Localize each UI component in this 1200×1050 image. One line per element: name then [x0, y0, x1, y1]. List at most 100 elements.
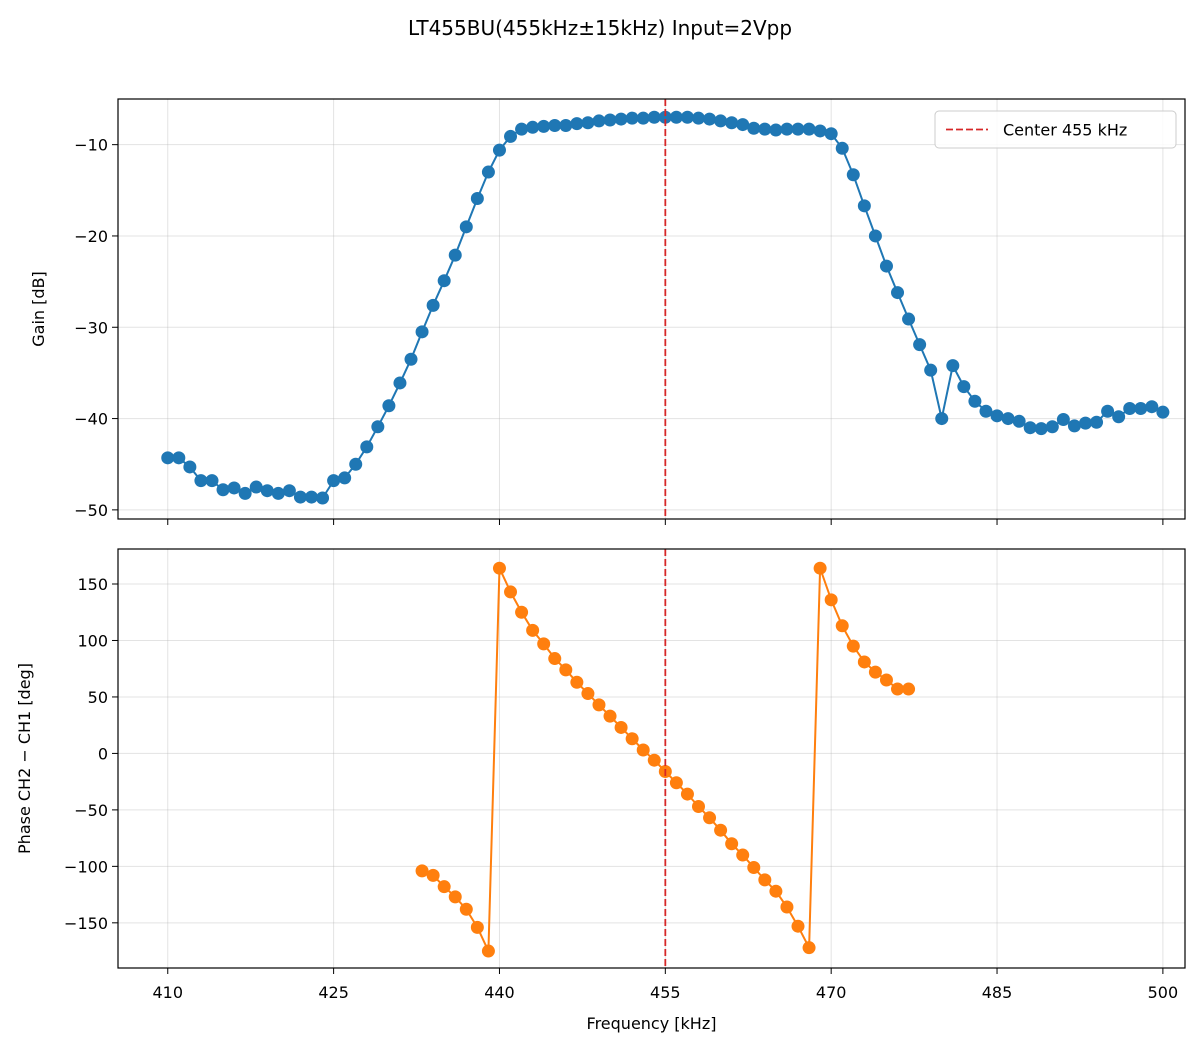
x-tick-label: 455	[650, 983, 681, 1002]
data-point	[304, 490, 318, 504]
data-point	[437, 274, 451, 288]
data-point	[769, 884, 783, 898]
data-point	[835, 619, 849, 633]
data-point	[1056, 412, 1070, 426]
x-tick-label: 470	[816, 983, 847, 1002]
axes-frame	[117, 548, 1186, 969]
x-tick-label: 425	[318, 983, 349, 1002]
data-point	[780, 122, 794, 136]
data-point	[316, 491, 330, 505]
y-tick-label: 50	[88, 688, 108, 707]
data-point	[1134, 402, 1148, 416]
data-point	[570, 117, 584, 131]
plot-area	[161, 110, 1170, 505]
data-point	[592, 114, 606, 128]
data-point	[481, 944, 495, 958]
data-point	[680, 787, 694, 801]
data-point	[537, 119, 551, 133]
y-tick-label: 150	[77, 575, 108, 594]
data-point	[492, 561, 506, 575]
data-point	[1001, 412, 1015, 426]
data-point	[349, 457, 363, 471]
data-point	[725, 837, 739, 851]
phase-chart: 410 425 440 455 470 485 500 −150 −100 −50 0 50 100 15…	[15, 548, 1186, 1033]
data-point	[504, 129, 518, 143]
data-point	[393, 376, 407, 390]
y-axis-label: Gain [dB]	[29, 271, 48, 347]
data-point	[658, 110, 672, 124]
data-point	[791, 919, 805, 933]
data-point	[172, 451, 186, 465]
data-point	[448, 890, 462, 904]
data-point	[1090, 415, 1104, 429]
data-point	[680, 110, 694, 124]
data-point	[1156, 405, 1170, 419]
data-point	[1101, 404, 1115, 418]
data-point	[802, 941, 816, 955]
data-point	[183, 460, 197, 474]
data-point	[957, 380, 971, 394]
data-point	[703, 112, 717, 126]
data-point	[1067, 419, 1081, 433]
data-point	[537, 637, 551, 651]
data-point	[625, 111, 639, 125]
data-point	[603, 709, 617, 723]
data-point	[725, 116, 739, 130]
y-tick-label: −100	[64, 857, 108, 876]
data-point	[470, 192, 484, 206]
data-point	[868, 665, 882, 679]
y-tick-label: −40	[74, 410, 108, 429]
data-point	[846, 168, 860, 182]
y-tick-label: −50	[74, 801, 108, 820]
data-point	[669, 110, 683, 124]
data-point	[714, 114, 728, 128]
data-point	[526, 623, 540, 637]
data-point	[835, 141, 849, 155]
data-point	[426, 868, 440, 882]
data-point	[470, 920, 484, 934]
data-point	[824, 127, 838, 141]
data-point	[515, 605, 529, 619]
data-point	[691, 111, 705, 125]
data-point	[1023, 421, 1037, 435]
x-axis-label: Frequency [kHz]	[587, 1014, 717, 1033]
y-axis-label: Phase CH2 − CH1 [deg]	[15, 663, 34, 854]
data-point	[271, 486, 285, 500]
legend-box	[934, 110, 1177, 149]
y-tick-label: −50	[74, 501, 108, 520]
data-point	[946, 359, 960, 373]
data-point	[913, 338, 927, 352]
data-point	[526, 120, 540, 134]
data-point	[614, 112, 628, 126]
data-point	[625, 732, 639, 746]
data-point	[603, 113, 617, 127]
data-point	[824, 593, 838, 607]
data-point	[747, 121, 761, 135]
data-point	[592, 698, 606, 712]
data-point	[559, 118, 573, 132]
data-point	[327, 474, 341, 488]
data-point	[813, 124, 827, 138]
data-point	[714, 823, 728, 837]
data-point	[902, 312, 916, 326]
data-point	[703, 811, 717, 825]
data-point	[891, 682, 905, 696]
data-point	[879, 259, 893, 273]
data-point	[415, 325, 429, 339]
data-point	[515, 122, 529, 136]
y-tick-label: 0	[98, 744, 108, 763]
data-point	[857, 199, 871, 213]
data-point	[614, 720, 628, 734]
data-point	[260, 484, 274, 498]
axes-frame	[117, 98, 1186, 520]
data-point	[426, 298, 440, 312]
data-point	[581, 116, 595, 130]
data-point	[492, 143, 506, 157]
data-point	[758, 122, 772, 136]
grid-lines	[118, 549, 1185, 968]
x-tick-label: 485	[982, 983, 1013, 1002]
data-point	[1145, 400, 1159, 414]
y-tick-label: −20	[74, 227, 108, 246]
data-point	[879, 673, 893, 687]
